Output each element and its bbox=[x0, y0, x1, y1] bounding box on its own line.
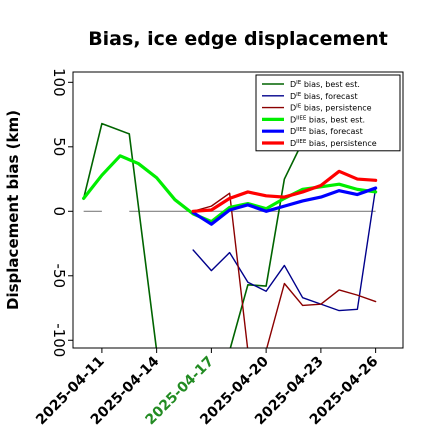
series-line-2 bbox=[192, 187, 377, 312]
legend-label: DIE bias, best est. bbox=[290, 80, 360, 89]
legend-label: DIE bias, forecast bbox=[290, 92, 358, 101]
plot-frame bbox=[72, 71, 404, 349]
series-line-6 bbox=[191, 169, 378, 213]
legend-box bbox=[255, 74, 401, 152]
y-axis-label: Displacement bias (km) bbox=[4, 110, 22, 310]
legend: DIE bias, best est. DIE bias, forecast DIE… bbox=[255, 74, 401, 152]
y-tick-label: 0 bbox=[50, 207, 68, 217]
y-tick-label: -100 bbox=[50, 323, 68, 357]
series-line-4 bbox=[82, 154, 378, 224]
series-line-1 bbox=[82, 122, 304, 348]
legend-label: DIIEE bias, persistence bbox=[290, 139, 377, 148]
x-axis: 2025-04-112025-04-142025-04-172025-04-20… bbox=[33, 348, 381, 428]
y-tick-label: 100 bbox=[50, 68, 68, 97]
legend-label: DIE bias, persistence bbox=[290, 104, 372, 113]
y-tick-label: 50 bbox=[50, 137, 68, 156]
y-tick-label: -50 bbox=[50, 264, 68, 289]
series-group bbox=[82, 122, 378, 348]
series-line-3 bbox=[192, 192, 377, 348]
series-line-5 bbox=[191, 186, 378, 226]
y-axis: -100 -50 0 50 100 bbox=[50, 68, 73, 357]
chart-title: Bias, ice edge displacement bbox=[88, 28, 388, 50]
legend-label: DIIEE bias, best est. bbox=[290, 115, 365, 124]
legend-label: DIIEE bias, forecast bbox=[290, 127, 363, 136]
